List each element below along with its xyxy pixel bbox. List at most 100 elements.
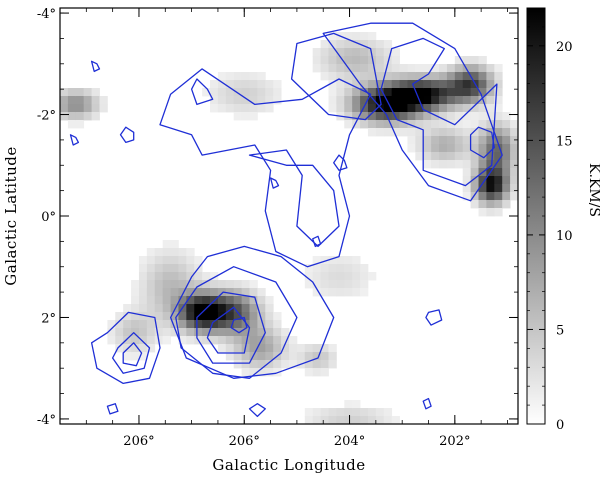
heatmap-cell	[146, 328, 156, 337]
heatmap-cell	[407, 104, 416, 113]
heatmap-cell	[352, 272, 361, 281]
heatmap-cell	[375, 416, 385, 424]
heatmap-cell	[407, 72, 416, 81]
heatmap-cell	[265, 328, 274, 337]
heatmap-cell	[320, 416, 329, 424]
heatmap-cell	[210, 304, 219, 313]
heatmap-cell	[312, 288, 321, 297]
heatmap-cell	[186, 336, 195, 345]
heatmap-cell	[257, 304, 266, 313]
heatmap-cell	[241, 328, 250, 337]
heatmap-cell	[154, 264, 164, 273]
heatmap-cell	[257, 312, 266, 321]
heatmap-cell	[446, 144, 456, 153]
heatmap-cell	[423, 88, 432, 97]
heatmap-cell	[210, 336, 219, 345]
heatmap-cell	[423, 160, 432, 169]
heatmap-cell	[494, 120, 503, 129]
heatmap-cell	[249, 104, 258, 113]
heatmap-cell	[367, 96, 377, 105]
heatmap-cell	[265, 80, 274, 89]
heatmap-cell	[360, 272, 369, 281]
heatmap-cell	[367, 112, 377, 121]
heatmap-cell	[423, 112, 432, 121]
heatmap-cell	[178, 272, 187, 281]
axis-ticks	[60, 8, 518, 424]
heatmap-cell	[123, 352, 132, 361]
heatmap-cell	[407, 64, 416, 73]
heatmap-cell	[202, 272, 211, 281]
contour-line-6	[230, 316, 248, 334]
heatmap-cell	[383, 120, 393, 129]
heatmap-cell	[233, 336, 243, 345]
heatmap-cell	[391, 48, 400, 57]
heatmap-cell	[336, 416, 345, 424]
heatmap-cell	[186, 320, 195, 329]
heatmap-cell	[194, 328, 203, 337]
heatmap-cell	[123, 312, 132, 321]
heatmap-cell	[462, 120, 472, 129]
heatmap-cell	[328, 80, 337, 89]
heatmap-cell	[138, 256, 148, 265]
contour-line-22	[269, 177, 280, 189]
heatmap-cell	[249, 96, 258, 105]
heatmap-cell	[360, 96, 369, 105]
heatmap-cell	[210, 272, 219, 281]
heatmap-cell	[320, 40, 329, 49]
heatmap-cell	[146, 304, 156, 313]
heatmap-cell	[344, 88, 353, 97]
heatmap-cell	[186, 264, 195, 273]
heatmap-cell	[462, 64, 472, 73]
heatmap-cell	[446, 128, 456, 137]
heatmap-cell	[233, 360, 243, 369]
contour-line-24	[69, 134, 80, 146]
heatmap-cell	[360, 112, 369, 121]
heatmap-cell	[257, 288, 266, 297]
heatmap-cell	[210, 104, 219, 113]
heatmap-cell	[241, 80, 250, 89]
heatmap-cell	[494, 152, 503, 161]
heatmap-cell	[383, 408, 393, 417]
heatmap-cell	[170, 288, 179, 297]
heatmap-cell	[439, 88, 448, 97]
heatmap-cell	[233, 72, 243, 81]
heatmap-cell	[352, 48, 361, 57]
heatmap-cell	[510, 144, 518, 153]
heatmap-cell	[170, 248, 179, 257]
heatmap-cell	[462, 192, 472, 201]
heatmap-cell	[494, 136, 503, 145]
heatmap-cell	[399, 128, 408, 137]
heatmap-cell	[446, 112, 456, 121]
heatmap-cell	[407, 112, 416, 121]
heatmap-cell	[328, 416, 337, 424]
heatmap-cell	[399, 64, 408, 73]
heatmap-cell	[462, 160, 472, 169]
heatmap-cell	[367, 88, 377, 97]
heatmap-cell	[454, 104, 464, 113]
heatmap-cell	[439, 80, 448, 89]
heatmap-cell	[415, 104, 424, 113]
heatmap-cell	[241, 88, 250, 97]
heatmap-cell	[131, 296, 140, 305]
heatmap-cell	[241, 104, 250, 113]
contour-line-9	[380, 37, 498, 187]
heatmap-cell	[486, 120, 495, 129]
heatmap-cell	[470, 88, 479, 97]
heatmap-cell	[186, 288, 195, 297]
heatmap-cell	[257, 344, 266, 353]
heatmap-cell	[202, 328, 211, 337]
heatmap-cell	[83, 104, 92, 113]
heatmap-cell	[225, 344, 235, 353]
heatmap-cell	[138, 296, 148, 305]
heatmap-cell	[202, 312, 211, 321]
heatmap-cell	[257, 104, 266, 113]
heatmap-cell	[391, 88, 400, 97]
heatmap-cell	[146, 288, 156, 297]
heatmap-cell	[320, 408, 329, 417]
heatmap-cell	[360, 88, 369, 97]
heatmap-cell	[138, 352, 148, 361]
heatmap-cell	[273, 80, 282, 89]
heatmap-cell	[383, 104, 393, 113]
heatmap-cell	[241, 360, 250, 369]
heatmap-cell	[446, 88, 456, 97]
